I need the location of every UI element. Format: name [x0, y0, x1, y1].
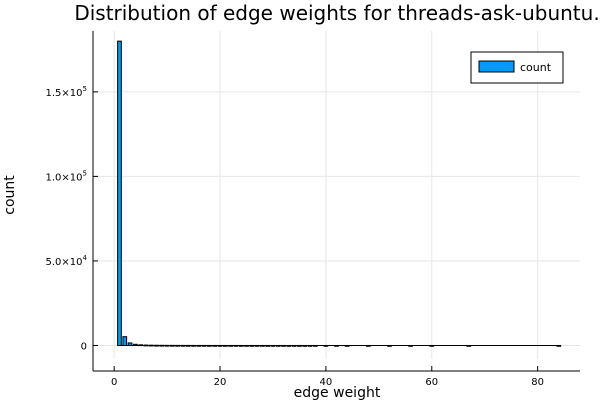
legend: count	[470, 51, 564, 84]
x-tick-label: 40	[320, 377, 333, 388]
bars-group	[117, 40, 562, 347]
chart-title: Distribution of edge weights for threads…	[74, 1, 599, 25]
y-axis-label: count	[2, 175, 18, 215]
legend-label-count: count	[520, 61, 552, 74]
y-tick-label: 1.5×105	[46, 85, 87, 99]
x-tick-label: 60	[425, 377, 438, 388]
y-tick-label: 0	[81, 341, 87, 352]
x-axis-label: edge weight	[294, 385, 381, 400]
histogram-bar	[122, 336, 128, 346]
tick-labels: 0 20 40 60 80 0 5.0×104 1.0×105 1.5×105	[46, 85, 545, 388]
axes	[92, 31, 580, 372]
x-tick-label: 80	[531, 377, 544, 388]
x-tick-label: 0	[111, 377, 117, 388]
legend-swatch-count	[478, 60, 515, 73]
y-tick-label: 5.0×104	[46, 254, 88, 268]
x-tick-label: 20	[214, 377, 227, 388]
y-tick-label: 1.0×105	[46, 169, 87, 183]
histogram-bar	[117, 40, 122, 346]
